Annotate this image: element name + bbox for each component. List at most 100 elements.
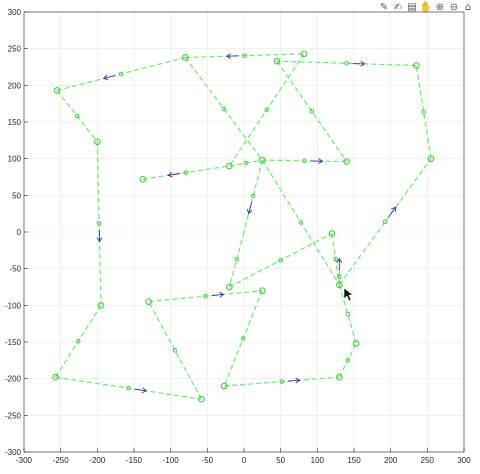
node-point <box>53 87 61 94</box>
x-tick-label: -150 <box>126 456 143 465</box>
edge-arrow <box>103 75 116 79</box>
edge-arrow <box>168 173 181 176</box>
x-tick-label: 0 <box>242 456 247 465</box>
edge-line <box>184 57 263 161</box>
edge-line <box>228 231 245 288</box>
edge-midpoint-marker <box>382 219 388 224</box>
x-tick-label: -300 <box>16 456 33 465</box>
edge-line <box>261 159 340 286</box>
y-tick-label: -100 <box>5 301 22 310</box>
edge-arrowhead <box>318 158 324 164</box>
edge-midpoint-marker <box>421 109 426 115</box>
edge-midpoint-marker <box>96 221 102 226</box>
node-point <box>139 175 147 183</box>
edge-line <box>148 301 202 400</box>
edge-line <box>142 165 230 180</box>
node-point <box>145 298 152 305</box>
y-tick-label: 150 <box>8 118 22 127</box>
x-tick-label: -200 <box>89 456 106 465</box>
y-tick-label: -150 <box>5 338 22 347</box>
edge-midpoint-marker <box>345 311 351 317</box>
node-point <box>427 155 435 162</box>
edge-line <box>223 290 263 387</box>
x-tick-label: -50 <box>202 456 214 465</box>
x-tick-label: 250 <box>421 456 435 465</box>
edge-midpoint-marker <box>74 113 80 119</box>
x-tick-label: 100 <box>311 456 325 465</box>
edge-line <box>224 376 340 387</box>
node-point <box>226 283 233 291</box>
edge-arrow <box>248 201 253 214</box>
x-tick-label: 150 <box>347 456 361 465</box>
home-icon[interactable]: ⌂ <box>464 1 472 13</box>
y-tick-label: -200 <box>5 375 22 384</box>
edge-arrow <box>388 206 397 218</box>
edge-arrowhead <box>167 171 173 178</box>
x-tick-label: -100 <box>163 456 180 465</box>
mouse-cursor-icon <box>344 288 354 302</box>
y-tick-label: 50 <box>12 191 21 200</box>
edge-arrowhead <box>295 377 301 384</box>
edge-line <box>338 158 432 286</box>
edge-line <box>228 53 305 167</box>
edge-line <box>262 159 347 163</box>
edge-arrow <box>211 293 224 297</box>
edge-line <box>55 376 202 400</box>
edge-midpoint-marker <box>172 348 178 353</box>
edge-line <box>331 233 340 285</box>
edge-midpoint-marker <box>250 193 256 199</box>
x-tick-label: 300 <box>457 456 471 465</box>
datatip-icon[interactable]: ✍ <box>393 1 403 13</box>
edge-midpoint-marker <box>234 257 239 262</box>
edge-midpoint-marker <box>76 339 81 344</box>
edge-arrowhead <box>102 74 109 81</box>
node-point <box>336 373 343 381</box>
edge-line <box>229 159 263 167</box>
edge-arrowhead <box>391 206 397 212</box>
edge-line <box>56 90 98 143</box>
y-tick-label: 100 <box>8 155 22 164</box>
edge-line <box>185 53 305 59</box>
edge-arrowhead <box>246 208 253 215</box>
node-point <box>328 230 336 237</box>
zoom-in-icon[interactable]: ⊕ <box>435 1 445 13</box>
edge-arrow <box>134 388 147 392</box>
figure-toolbar: ✎ ✍ ▤ ✋ ⊕ ⊖ ⌂ <box>378 0 474 14</box>
node-point <box>220 382 228 390</box>
node-point <box>300 50 308 58</box>
y-tick-label: -250 <box>5 411 22 420</box>
node-point <box>352 340 360 347</box>
brush-icon[interactable]: ✎ <box>379 1 389 13</box>
edge-midpoint-marker <box>344 61 349 66</box>
node-point <box>97 302 105 309</box>
x-tick-label: -250 <box>53 456 70 465</box>
edge-line <box>96 141 102 306</box>
zoom-out-icon[interactable]: ⊖ <box>449 1 459 13</box>
rotate-icon[interactable]: ▤ <box>407 1 417 13</box>
edge-line <box>56 56 186 92</box>
edge-line <box>243 159 263 233</box>
edge-midpoint-marker <box>279 379 285 384</box>
y-tick-label: -50 <box>9 265 21 274</box>
edge-line <box>338 343 357 378</box>
y-tick-label: 200 <box>8 81 22 90</box>
edge-line <box>276 60 417 67</box>
edge-line <box>415 65 432 159</box>
edge-line <box>338 284 357 344</box>
node-point <box>413 62 420 69</box>
edge-midpoint-marker <box>126 385 131 391</box>
edge-line <box>148 290 263 303</box>
edge-arrowhead <box>225 53 232 59</box>
edge-arrowhead <box>96 237 103 243</box>
edge-midpoint-marker <box>118 71 124 77</box>
node-point <box>343 158 350 165</box>
edge-midpoint-marker <box>183 170 189 175</box>
pan-icon[interactable]: ✋ <box>419 1 433 13</box>
y-tick-label: -300 <box>5 448 22 457</box>
edge-midpoint-marker <box>333 256 338 262</box>
node-point <box>52 373 59 381</box>
x-tick-label: 50 <box>276 456 285 465</box>
edge-arrowhead <box>360 60 366 67</box>
edge-midpoint-marker <box>278 257 283 263</box>
